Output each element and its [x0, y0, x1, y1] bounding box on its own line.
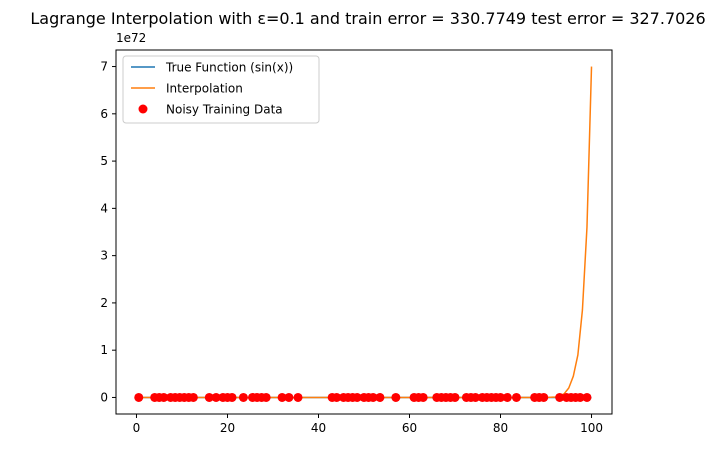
legend-label: Noisy Training Data — [166, 103, 283, 117]
plot-area — [134, 66, 593, 402]
data-point — [284, 392, 294, 402]
x-tick-label: 0 — [133, 421, 141, 435]
legend-label: Interpolation — [166, 82, 243, 96]
data-point — [227, 392, 237, 402]
legend-items: True Function (sin(x)) Interpolation Noisy… — [131, 61, 293, 117]
data-point — [496, 392, 506, 402]
data-point — [332, 392, 342, 402]
data-point — [134, 392, 144, 402]
y-tick-label: 4 — [100, 201, 108, 215]
x-tick-label: 100 — [580, 421, 603, 435]
x-axis-ticks: 0 20 40 60 80 100 — [133, 414, 603, 435]
y-axis-multiplier: 1e72 — [116, 31, 146, 45]
data-point — [211, 392, 221, 402]
data-point — [418, 392, 428, 402]
data-point — [277, 392, 287, 402]
y-tick-label: 6 — [100, 107, 108, 121]
data-point — [539, 392, 549, 402]
legend-marker-swatch — [138, 104, 148, 114]
data-point — [375, 392, 385, 402]
legend: True Function (sin(x)) Interpolation Noisy… — [122, 55, 320, 124]
y-tick-label: 1 — [100, 343, 108, 357]
data-point — [204, 392, 214, 402]
data-point — [391, 392, 401, 402]
legend-box — [122, 55, 320, 124]
x-tick-label: 40 — [311, 421, 326, 435]
y-tick-label: 7 — [100, 60, 108, 74]
x-tick-label: 80 — [493, 421, 508, 435]
x-tick-label: 20 — [220, 421, 235, 435]
data-point — [368, 392, 378, 402]
data-point — [261, 392, 271, 402]
data-point — [470, 392, 480, 402]
chart-title: Lagrange Interpolation with ε=0.1 and tr… — [30, 9, 705, 28]
data-point — [450, 392, 460, 402]
data-point — [238, 392, 248, 402]
x-tick-label: 60 — [402, 421, 417, 435]
y-axis-ticks: 0 1 2 3 4 5 6 7 — [100, 60, 116, 404]
y-tick-label: 3 — [100, 249, 108, 263]
data-point — [352, 392, 362, 402]
data-point — [555, 392, 565, 402]
y-tick-label: 2 — [100, 296, 108, 310]
data-point — [188, 392, 198, 402]
data-point — [511, 392, 521, 402]
data-point — [502, 392, 512, 402]
data-point — [159, 392, 169, 402]
axes-frame — [115, 49, 613, 415]
legend-label: True Function (sin(x)) — [165, 61, 293, 75]
y-tick-label: 0 — [100, 390, 108, 404]
series-line-1 — [136, 66, 593, 399]
y-tick-label: 5 — [100, 154, 108, 168]
data-point — [582, 392, 592, 402]
data-point — [575, 392, 585, 402]
data-point — [293, 392, 303, 402]
